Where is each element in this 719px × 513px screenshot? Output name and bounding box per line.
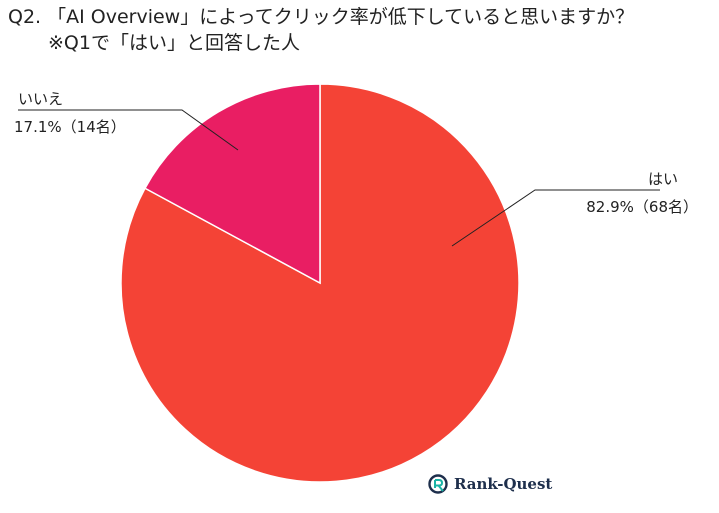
title-line-2: ※Q1で「はい」と回答した人 (48, 32, 300, 54)
slice-label-hai: はい (648, 170, 678, 188)
title-line-1: Q2. 「AI Overview」によってクリック率が低下していると思いますか？ (8, 6, 635, 28)
pie-slice-1 (143, 83, 321, 285)
slice-label-iie: いいえ (18, 90, 63, 108)
leader-line-iie (18, 109, 239, 151)
chart-title: Q2. 「AI Overview」によってクリック率が低下していると思いますか？… (8, 4, 634, 56)
slice-value-hai: 82.9%（68名） (586, 198, 698, 216)
logo-text: Rank-Quest (454, 475, 553, 493)
leader-line-hai (451, 189, 660, 247)
slice-value-iie: 17.1%（14名） (14, 118, 126, 136)
rank-quest-logo: Rank-Quest (428, 474, 552, 494)
rank-quest-logo-icon (428, 474, 448, 494)
